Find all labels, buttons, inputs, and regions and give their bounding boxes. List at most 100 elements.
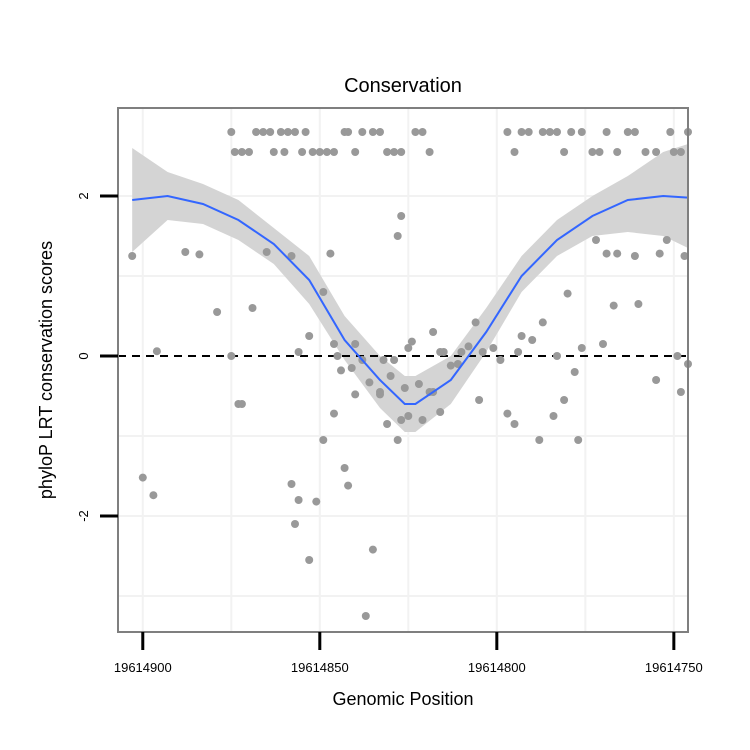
plot-panel: [117, 107, 692, 633]
data-point: [276, 128, 285, 136]
data-point: [248, 304, 257, 312]
data-point: [298, 148, 307, 156]
data-point: [503, 409, 512, 418]
data-point: [517, 128, 526, 136]
data-point: [577, 128, 586, 136]
x-axis: 19614900 19614850 19614800 19614750: [114, 632, 703, 675]
data-point: [510, 148, 519, 156]
data-point: [595, 148, 604, 156]
data-point: [393, 436, 402, 444]
data-point: [436, 408, 445, 416]
data-point: [560, 396, 569, 404]
data-point: [383, 420, 392, 428]
data-point: [361, 612, 370, 620]
data-point: [514, 348, 523, 356]
x-tick-label: 19614750: [645, 660, 703, 675]
data-point: [330, 409, 338, 418]
data-point: [666, 128, 675, 136]
data-point: [602, 249, 611, 258]
data-point: [613, 249, 622, 258]
data-point: [411, 128, 420, 136]
data-point: [291, 520, 299, 528]
data-point: [227, 128, 236, 136]
data-point: [538, 318, 547, 327]
data-point: [330, 340, 338, 348]
data-point: [471, 318, 480, 327]
data-point: [592, 236, 600, 244]
data-point: [510, 420, 519, 428]
data-point: [262, 248, 271, 256]
data-point: [181, 248, 190, 256]
data-point: [574, 436, 583, 444]
data-point: [319, 288, 328, 296]
y-tick-label: 2: [76, 192, 91, 199]
data-point: [305, 556, 314, 564]
data-point: [680, 252, 689, 260]
data-point: [152, 347, 161, 356]
data-point: [503, 128, 512, 136]
data-point: [230, 148, 239, 156]
data-point: [393, 232, 402, 240]
data-point: [379, 356, 388, 364]
data-point: [560, 148, 569, 156]
data-point: [326, 249, 335, 258]
x-tick-label: 19614850: [291, 660, 349, 675]
data-point: [404, 344, 413, 352]
data-point: [655, 249, 664, 258]
data-point: [397, 212, 406, 220]
data-point: [358, 128, 367, 136]
data-point: [549, 412, 558, 420]
data-point: [634, 300, 643, 308]
smooth-fit-line: [132, 194, 689, 405]
data-point: [351, 340, 360, 348]
data-point: [376, 128, 384, 136]
data-point: [613, 148, 622, 156]
data-point: [283, 128, 292, 136]
data-point: [553, 352, 561, 360]
data-point: [609, 301, 618, 310]
y-tick-label: -2: [76, 510, 91, 522]
data-point: [227, 352, 236, 360]
data-point: [676, 148, 685, 156]
data-point: [570, 368, 579, 376]
data-point: [641, 148, 650, 156]
data-point: [652, 148, 661, 156]
data-point: [333, 352, 342, 360]
data-point: [545, 128, 554, 136]
data-point: [344, 128, 353, 136]
data-point: [404, 412, 413, 420]
chart-title: Conservation: [344, 75, 462, 97]
data-point: [390, 148, 399, 156]
data-point: [213, 308, 222, 316]
data-point: [577, 344, 586, 352]
data-point: [269, 148, 278, 156]
data-point: [340, 464, 349, 472]
x-tick-label: 19614900: [114, 660, 172, 675]
data-point: [662, 236, 671, 244]
data-point: [305, 332, 314, 340]
data-point: [368, 545, 377, 554]
data-point: [301, 128, 310, 136]
data-point: [386, 372, 395, 380]
data-point: [489, 344, 498, 352]
data-point: [517, 332, 526, 340]
data-point: [397, 416, 406, 424]
data-point: [478, 348, 487, 356]
data-point: [237, 148, 246, 156]
data-point: [294, 348, 303, 356]
data-point: [347, 364, 356, 372]
data-point: [464, 342, 473, 351]
data-point: [588, 148, 597, 156]
data-point: [138, 473, 147, 482]
data-point: [623, 128, 632, 136]
x-axis-label: Genomic Position: [332, 689, 473, 709]
data-point: [528, 336, 537, 344]
data-point: [446, 361, 455, 370]
data-point: [425, 148, 434, 156]
data-point: [259, 128, 268, 136]
data-point: [322, 148, 331, 156]
data-point: [266, 128, 275, 136]
data-point: [524, 128, 533, 136]
data-point: [149, 491, 158, 500]
